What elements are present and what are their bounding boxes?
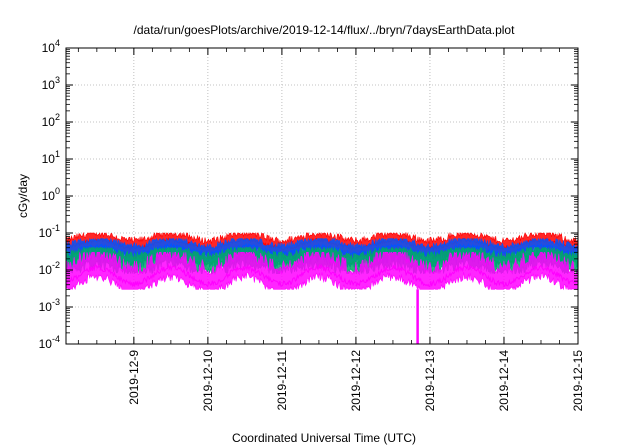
y-tick-label: 10-1 xyxy=(39,223,60,240)
y-axis-label: cGy/day xyxy=(16,174,30,218)
y-tick-label: 102 xyxy=(42,112,60,129)
series-layer xyxy=(65,231,579,344)
y-tick-label: 10-3 xyxy=(39,297,60,314)
plot-frame xyxy=(65,47,579,345)
y-tick-label: 10-2 xyxy=(39,260,60,277)
chart-title: /data/run/goesPlots/archive/2019-12-14/f… xyxy=(134,23,516,37)
tick-labels: 10-4 10-3 10-2 10-1 100 101 102 103 104 2019-12-9… xyxy=(39,38,585,411)
x-tick-label: 2019-12-15 xyxy=(571,350,585,412)
y-tick-label: 101 xyxy=(42,149,60,166)
y-tick-label: 100 xyxy=(42,186,60,203)
x-tick-label: 2019-12-9 xyxy=(127,350,141,405)
x-tick-label: 2019-12-12 xyxy=(349,350,363,412)
y-tick-label: 104 xyxy=(42,38,60,55)
y-tick-label: 103 xyxy=(42,75,60,92)
x-tick-label: 2019-12-11 xyxy=(275,350,289,411)
series-line-3 xyxy=(65,263,579,288)
x-axis-label: Coordinated Universal Time (UTC) xyxy=(232,431,416,445)
x-tick-label: 2019-12-14 xyxy=(497,350,511,412)
y-tick-label: 10-4 xyxy=(39,334,60,351)
grid-lines xyxy=(66,48,578,344)
x-tick-label: 2019-12-13 xyxy=(423,350,437,412)
axes xyxy=(65,47,579,345)
x-tick-label: 2019-12-10 xyxy=(201,350,215,412)
